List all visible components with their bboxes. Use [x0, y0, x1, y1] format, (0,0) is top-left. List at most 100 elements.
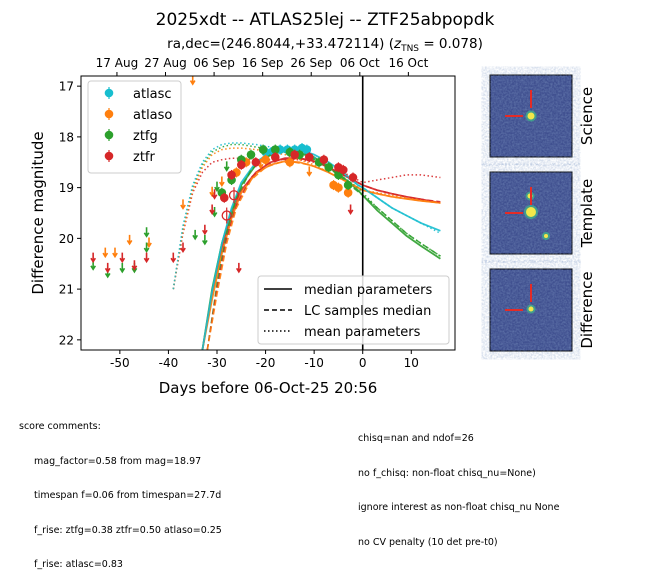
detection-ztfg	[270, 145, 280, 154]
upper-limit-ztfr	[143, 252, 150, 264]
y-axis-label: Difference magnitude	[29, 131, 47, 294]
model-curve-atlaso-dashed	[206, 161, 441, 350]
detection-ztfr	[227, 170, 236, 180]
detection-ztfg	[258, 145, 268, 154]
upper-limit-ztfg	[214, 181, 220, 193]
legend-marker-ztfr	[104, 151, 114, 161]
score-comment-line: f_rise: atlasc=0.83	[34, 559, 123, 570]
upper-limit-ztfr	[119, 252, 126, 264]
x-tick-label: 10	[404, 356, 419, 370]
chisq-comment-line: no CV penalty (10 det pre-t0)	[358, 536, 498, 548]
light-curve-figure: 2025xdt -- ATLAS25lej -- ZTF25abpopdk ra…	[29, 10, 596, 397]
upper-limit-atlaso	[257, 158, 264, 170]
band-legend-box	[87, 80, 182, 174]
upper-limit-ztfr	[90, 252, 97, 264]
detection-ztfr	[219, 193, 229, 203]
detection-ztfr	[236, 160, 246, 170]
legend-label-atlasc: atlasc	[133, 87, 172, 102]
y-tick-label: 18	[59, 130, 74, 144]
upper-limit-ztfg	[223, 161, 230, 172]
plot-frame	[80, 75, 456, 351]
upper-limit-ztfr	[209, 204, 216, 215]
legend-label-dashed: LC samples median	[304, 304, 431, 319]
upper-limit-ztfr	[235, 262, 242, 274]
stamp-label-difference: Difference	[578, 271, 596, 348]
legend-marker-atlaso	[104, 109, 114, 119]
upper-limit-ztfr	[170, 252, 177, 264]
upper-limit-ztfr	[201, 224, 208, 236]
detection-atlaso	[285, 157, 295, 167]
score-comment-line: mag_factor=0.58 from mag=18.97	[34, 455, 202, 467]
upper-limit-ztfr	[104, 262, 111, 274]
upper-limit-atlaso	[209, 186, 216, 198]
legend-label-ztfg: ztfg	[133, 129, 158, 144]
band-legend: atlasc atlaso ztfg ztfr	[87, 80, 182, 174]
chisq-comment-line: ignore interest as non-float chisq_nu No…	[358, 502, 560, 513]
top-axis-tick-label: 16 Sep	[242, 56, 284, 70]
upper-limit-ztfr	[347, 204, 354, 215]
detection-ztfr	[348, 173, 358, 182]
stamp-label-template: Template	[578, 179, 596, 248]
top-axis-tick-label: 26 Sep	[290, 56, 332, 70]
upper-limit-ztfg	[143, 242, 150, 254]
x-tick-label: -40	[159, 356, 179, 370]
upper-limit-ztfg	[192, 229, 199, 241]
top-axis-tick-label: 06 Sep	[193, 56, 235, 70]
top-axis-tick-label: 06 Oct	[340, 56, 380, 70]
y-tick-label: 20	[59, 232, 74, 246]
upper-limit-atlaso	[306, 166, 313, 177]
subtitle-coords: ra,dec=(246.8044,+33.472114) (	[167, 36, 394, 52]
legend-marker-atlasc	[104, 88, 114, 98]
plot-area: -50 -40 -30 -20 -10 0 10 17 18 19 20 21 22 17 Aug 27 A…	[59, 56, 441, 370]
detection-ztfr	[251, 157, 261, 167]
chisq-comments: chisq=nan and ndof=26 no f_chisq: non-fl…	[358, 410, 559, 560]
x-tick-label: -30	[207, 356, 227, 370]
subtitle-redshift: = 0.078)	[419, 36, 483, 52]
detection-ztfr	[338, 165, 348, 175]
upper-limit-ztfr	[180, 242, 186, 254]
x-tick-label: 0	[359, 356, 367, 370]
score-comments: score comments: mag_factor=0.58 from mag…	[19, 398, 222, 582]
chart-title: 2025xdt -- ATLAS25lej -- ZTF25abpopdk	[156, 10, 495, 30]
model-curve-ztfg-dotted	[172, 143, 441, 290]
nondetection-ztfr	[228, 190, 240, 201]
score-comment-line: timespan f=0.06 from timespan=27.7d	[34, 490, 222, 501]
detection-atlaso	[343, 188, 353, 198]
top-axis-tick-label: 17 Aug	[96, 56, 139, 70]
y-tick-label: 17	[59, 80, 74, 94]
y-tick-label: 19	[59, 181, 74, 195]
detection-ztfr	[290, 150, 300, 159]
model-curve-ztfr-dashed	[206, 157, 441, 350]
stamp-source	[526, 207, 536, 217]
chisq-comment-line: no f_chisq: non-float chisq_nu=None)	[358, 467, 536, 479]
nondetection-ztfr	[221, 210, 232, 221]
chisq-comment-line: chisq=nan and ndof=26	[358, 433, 474, 444]
detection-atlaso	[261, 155, 270, 165]
stamp-label-science: Science	[578, 87, 596, 145]
legend-label-atlaso: atlaso	[133, 108, 172, 123]
x-tick-label: -10	[304, 356, 324, 370]
stamp-source	[528, 306, 534, 312]
detection-atlaso	[334, 183, 343, 192]
image-stamps: Science Template Difference	[489, 74, 596, 352]
subtitle-z-subscript: TNS	[400, 44, 419, 54]
detection-ztfg	[324, 163, 334, 172]
legend-label-ztfr: ztfr	[133, 150, 155, 165]
upper-limit-ztfg	[201, 234, 208, 246]
x-tick-label: -20	[256, 356, 276, 370]
detection-ztfg	[246, 150, 256, 159]
style-legend-box	[257, 275, 450, 345]
score-comment-line: f_rise: ztfg=0.38 ztfr=0.50 atlaso=0.25	[34, 524, 222, 536]
upper-limit-atlaso	[126, 234, 133, 246]
detection-ztfg	[343, 180, 353, 190]
detection-ztfr	[319, 155, 329, 165]
upper-limit-ztfr	[131, 260, 138, 271]
upper-limit-atlaso	[218, 176, 225, 188]
legend-marker-ztfg	[104, 130, 114, 140]
model-curve-ztfg-dashed	[206, 151, 441, 350]
detection-ztfr	[270, 152, 280, 162]
detection-atlasc	[302, 145, 312, 154]
upper-limit-ztfg	[143, 227, 150, 238]
subtitle-z-symbol: z	[393, 36, 402, 52]
x-axis-label: Days before 06-Oct-25 20:56	[159, 379, 378, 397]
